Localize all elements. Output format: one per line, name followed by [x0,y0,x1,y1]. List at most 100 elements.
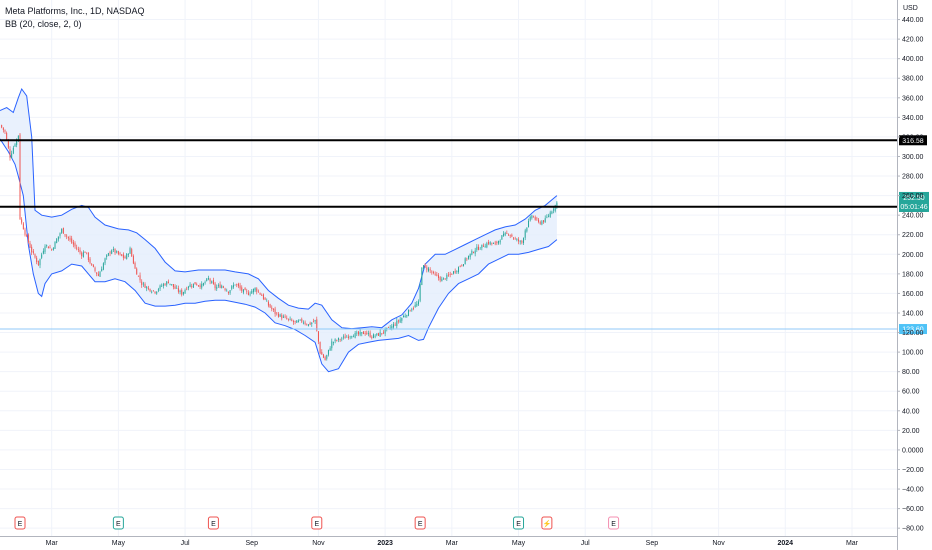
candle [538,219,540,222]
candle [494,242,496,244]
price-tag [899,324,927,335]
candle [493,243,495,245]
y-tick-label: 40.00 [902,408,920,415]
y-tick-label: −40.00 [902,487,924,494]
candle [147,287,149,289]
candle [486,243,488,248]
candle [132,256,134,264]
candle [356,332,358,334]
earnings-marker [513,516,525,530]
y-tick-label: 0.0000 [902,447,924,454]
candle [347,336,349,338]
candle [51,249,53,251]
y-tick-label: 440.00 [902,17,924,24]
candle [219,284,221,288]
earnings-marker [14,516,26,530]
candle [523,237,525,244]
candle [351,336,353,338]
candle [367,333,369,335]
candle [446,274,448,279]
candle [362,331,364,335]
candle [354,332,356,338]
candle [69,238,71,240]
candle [62,227,64,234]
candle [24,229,26,235]
x-tick-label: Mar [846,540,859,547]
candle [471,251,473,255]
candle [56,239,58,243]
candle [327,349,329,355]
candle [2,127,4,130]
candle [344,336,346,339]
candle [227,291,229,294]
candle [209,278,211,282]
candle [469,253,471,258]
y-tick-label: 260.00 [902,193,924,200]
earnings-marker [311,516,323,530]
candle [461,265,463,267]
candle [82,252,84,258]
candle [106,255,108,257]
event-marker-label: E [18,521,23,528]
candle [72,242,74,245]
candle [381,333,383,334]
candle [99,272,101,277]
candle [277,313,279,317]
candle [182,292,184,295]
candle [1,125,3,128]
candle [9,148,11,158]
y-tick-label: 320.00 [902,134,924,141]
candle [184,289,186,294]
candle [458,267,460,273]
price-tag-label: 123.60 [902,327,924,334]
candle [296,320,298,323]
candle [141,281,143,285]
candle [114,248,116,253]
candle [341,338,343,340]
candle [81,252,83,257]
candle [481,244,483,248]
x-tick-label: 2024 [778,540,794,547]
chart-legend: Meta Platforms, Inc., 1D, NASDAQ BB (20,… [5,5,145,31]
candle [394,324,396,326]
event-marker-label: E [116,521,121,528]
candle [531,215,533,219]
x-tick-label: Nov [712,540,725,547]
indicator-label[interactable]: BB (20, close, 2, 0) [5,19,82,29]
candle [177,288,179,292]
candle [389,327,391,329]
symbol-title[interactable]: Meta Platforms, Inc., 1D, NASDAQ [5,6,145,16]
candle [249,293,251,295]
candle [172,284,174,288]
currency-label: USD [903,5,918,12]
candle [204,282,206,283]
y-tick-label: 380.00 [902,76,924,83]
y-tick-label: 120.00 [902,330,924,337]
candle [416,303,418,306]
candle [427,268,429,272]
candle [496,241,498,244]
candle [166,281,168,285]
candle [142,283,144,285]
candle [246,290,248,292]
candle [332,341,334,343]
candle [407,309,409,316]
candle [473,251,475,253]
candle [397,320,399,322]
y-tick-label: 280.00 [902,174,924,181]
split-marker [541,516,553,530]
candle [546,216,548,218]
candle [374,335,376,337]
candle [36,257,38,263]
candle [544,218,546,223]
candle [463,264,465,267]
candle [84,252,86,253]
candle [14,144,16,147]
candle [21,219,23,223]
candle [242,289,244,293]
candle [436,274,438,276]
x-tick-label: Nov [312,540,325,547]
candle [511,234,513,237]
candle [199,285,201,287]
